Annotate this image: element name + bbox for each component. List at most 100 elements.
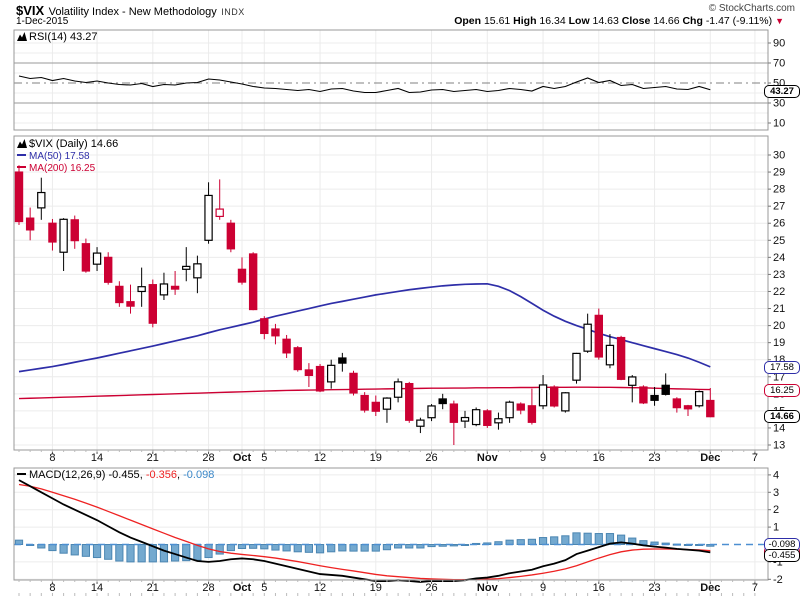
- svg-text:27: 27: [773, 201, 785, 213]
- svg-text:21: 21: [147, 452, 159, 464]
- chart-icon: [17, 32, 27, 44]
- svg-text:28: 28: [773, 184, 785, 196]
- high-value: 16.34: [539, 15, 566, 27]
- low-value: 14.63: [592, 15, 619, 27]
- svg-text:19: 19: [370, 452, 382, 464]
- svg-text:90: 90: [773, 38, 785, 50]
- chart-header: $VIX Volatility Index - New Methodology …: [16, 2, 245, 20]
- svg-text:14: 14: [91, 452, 103, 464]
- copyright: © StockCharts.com: [708, 3, 795, 14]
- signal-value: -0.356: [145, 469, 178, 481]
- svg-text:13: 13: [773, 440, 785, 452]
- svg-text:26: 26: [425, 452, 437, 464]
- svg-text:Dec: Dec: [700, 582, 720, 594]
- svg-text:26: 26: [773, 218, 785, 230]
- open-label: Open: [454, 15, 482, 27]
- svg-text:21: 21: [147, 582, 159, 594]
- low-label: Low: [568, 15, 590, 27]
- price-legend: $VIX (Daily) 14.66: [17, 138, 118, 151]
- svg-text:7: 7: [752, 582, 758, 594]
- symbol-description: Volatility Index - New Methodology: [48, 6, 217, 18]
- svg-text:14: 14: [773, 422, 785, 434]
- exchange-label: INDX: [221, 7, 245, 17]
- svg-text:8: 8: [49, 452, 55, 464]
- macd-value: -0.455: [108, 469, 140, 481]
- separator: ,: [177, 469, 184, 481]
- svg-text:28: 28: [202, 582, 214, 594]
- chg-value: -1.47 (-9.11%): [705, 15, 773, 27]
- open-value: 15.61: [483, 15, 511, 27]
- svg-text:14: 14: [91, 582, 103, 594]
- svg-text:29: 29: [773, 167, 785, 179]
- ma200-line-swatch: [17, 166, 26, 168]
- svg-text:2: 2: [773, 504, 779, 516]
- svg-text:-2: -2: [773, 574, 783, 586]
- svg-text:7: 7: [752, 452, 758, 464]
- svg-text:4: 4: [773, 469, 779, 481]
- svg-text:23: 23: [648, 582, 660, 594]
- ma200-label: MA(200): [29, 163, 68, 174]
- svg-text:28: 28: [202, 452, 214, 464]
- triangle-down-icon: ▼: [775, 16, 784, 26]
- svg-text:1: 1: [773, 522, 779, 534]
- svg-text:Oct: Oct: [233, 452, 252, 464]
- svg-text:30: 30: [773, 98, 785, 110]
- svg-text:9: 9: [540, 452, 546, 464]
- svg-text:22: 22: [773, 286, 785, 298]
- ma200-legend: MA(200) 16.25: [17, 163, 95, 174]
- svg-text:23: 23: [773, 269, 785, 281]
- ma200-value: 16.25: [70, 163, 96, 174]
- svg-text:12: 12: [314, 452, 326, 464]
- svg-text:9: 9: [540, 582, 546, 594]
- svg-text:23: 23: [648, 452, 660, 464]
- svg-text:20: 20: [773, 320, 785, 332]
- ohlc-readout: Open 15.61 High 16.34 Low 14.63 Close 14…: [454, 15, 784, 27]
- svg-text:10: 10: [773, 118, 785, 130]
- ma50-label: MA(50): [29, 151, 62, 162]
- svg-text:12: 12: [314, 582, 326, 594]
- svg-text:Oct: Oct: [233, 582, 252, 594]
- svg-text:25: 25: [773, 235, 785, 247]
- ma50-legend: MA(50) 17.58: [17, 151, 90, 162]
- ma50-value: 17.58: [64, 151, 90, 162]
- rsi-legend: RSI(14) 43.27: [17, 31, 98, 44]
- price-legend-label: $VIX (Daily): [29, 138, 88, 150]
- svg-text:30: 30: [773, 150, 785, 162]
- close-value: 14.66: [653, 15, 680, 27]
- svg-text:19: 19: [370, 582, 382, 594]
- svg-text:Dec: Dec: [700, 452, 720, 464]
- svg-text:-1: -1: [773, 556, 783, 568]
- rsi-value-box: 43.27: [764, 85, 800, 98]
- svg-text:16: 16: [593, 582, 605, 594]
- svg-text:21: 21: [773, 303, 785, 315]
- svg-text:19: 19: [773, 337, 785, 349]
- svg-text:Nov: Nov: [477, 452, 499, 464]
- ma200-value-box: 16.25: [764, 384, 800, 397]
- high-label: High: [513, 15, 537, 27]
- svg-text:5: 5: [261, 582, 267, 594]
- close-value-box: 14.66: [764, 410, 800, 423]
- macd-value-box: -0.455: [764, 549, 800, 562]
- rsi-legend-value: 43.27: [69, 31, 98, 43]
- svg-text:3: 3: [773, 487, 779, 499]
- price-legend-value: 14.66: [90, 138, 119, 150]
- rsi-legend-label: RSI(14): [29, 31, 67, 43]
- svg-text:26: 26: [425, 582, 437, 594]
- macd-legend: MACD(12,26,9) -0.455, -0.356, -0.098: [17, 469, 214, 481]
- svg-text:70: 70: [773, 58, 785, 70]
- chart-icon: [17, 139, 27, 151]
- macd-line-swatch: [17, 473, 26, 475]
- ma50-value-box: 17.58: [764, 361, 800, 374]
- ma50-line-swatch: [17, 154, 26, 156]
- separator: ,: [139, 469, 146, 481]
- svg-text:16: 16: [593, 452, 605, 464]
- hist-value: -0.098: [183, 469, 215, 481]
- svg-text:Nov: Nov: [477, 582, 499, 594]
- chart-date: 1-Dec-2015: [16, 16, 69, 27]
- close-label: Close: [621, 15, 651, 27]
- symbol: $VIX: [16, 3, 45, 18]
- svg-text:8: 8: [49, 582, 55, 594]
- svg-text:5: 5: [261, 452, 267, 464]
